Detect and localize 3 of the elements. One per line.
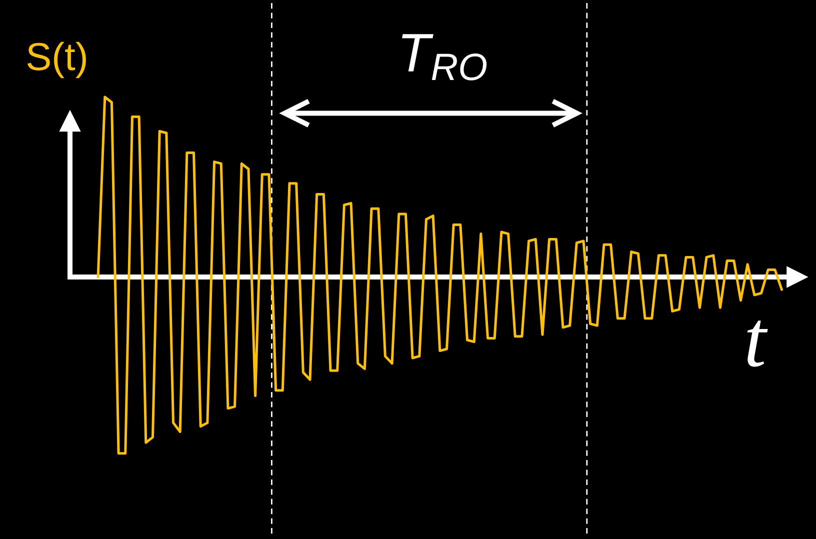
x-axis-title: t (747, 320, 768, 367)
y-axis-title: S(t) (27, 42, 86, 78)
text: T$_{RO}$ (402, 34, 487, 80)
